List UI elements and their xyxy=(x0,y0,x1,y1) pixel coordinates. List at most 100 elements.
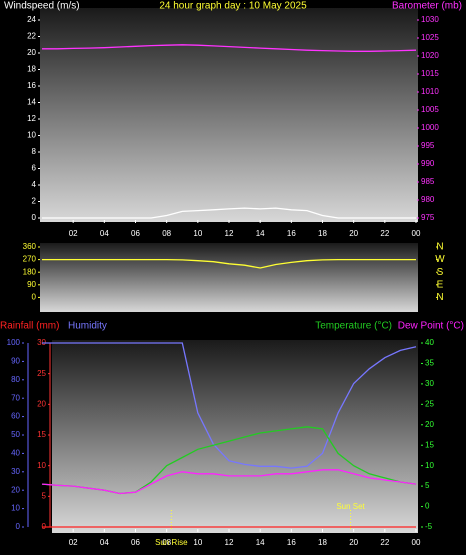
y-tick-label: 16 xyxy=(27,81,36,90)
plot-background xyxy=(52,340,418,533)
y2-tick-label: 1000 xyxy=(421,123,439,132)
y-tick-label: 0 xyxy=(16,522,21,531)
x-tick-label: 18 xyxy=(318,538,327,547)
y-tick-label: 60 xyxy=(11,412,20,421)
y2-tick-label: 995 xyxy=(421,141,435,150)
x-tick-label: 00 xyxy=(412,538,421,547)
y-tick-label: 22 xyxy=(27,32,36,41)
legend-label: Dew Point (°C) xyxy=(398,321,464,332)
y-tick-label: 4 xyxy=(32,180,37,189)
x-tick-label: 06 xyxy=(131,538,140,547)
y-tick-label: 12 xyxy=(27,114,36,123)
annotation: Sun Set xyxy=(336,502,365,511)
y-tick-label: 80 xyxy=(11,375,20,384)
y2-tick-label: 40 xyxy=(425,338,434,347)
y-tick-label: 100 xyxy=(7,338,21,347)
y3-tick-label: 15 xyxy=(37,430,46,439)
y3-tick-label: 25 xyxy=(37,369,46,378)
x-tick-label: 16 xyxy=(287,229,296,238)
x-tick-label: 22 xyxy=(380,538,389,547)
y-tick-label: 20 xyxy=(11,485,20,494)
y2-tick-label: 5 xyxy=(425,481,430,490)
y-tick-label: 0 xyxy=(32,293,37,302)
plot-background xyxy=(40,8,418,222)
y-tick-label: 18 xyxy=(27,65,36,74)
y2-tick-label: 25 xyxy=(425,399,434,408)
y2-tick-label: 1030 xyxy=(421,15,439,24)
x-tick-label: 00 xyxy=(412,229,421,238)
x-tick-label: 14 xyxy=(256,538,265,547)
x-tick-label: 08 xyxy=(162,229,171,238)
series-line xyxy=(41,469,417,495)
y2-tick-label: 15 xyxy=(425,440,434,449)
y2-tick-label: 975 xyxy=(421,213,435,222)
plot-background xyxy=(40,243,418,312)
x-tick-label: 20 xyxy=(349,538,358,547)
y2-tick-label: 20 xyxy=(425,420,434,429)
x-tick-label: 16 xyxy=(287,538,296,547)
y2-tick-label: 35 xyxy=(425,359,434,368)
y2-tick-label: 1010 xyxy=(421,87,439,96)
x-tick-label: 08 xyxy=(162,538,171,547)
x-tick-label: 10 xyxy=(193,229,202,238)
series-line xyxy=(42,207,416,219)
x-tick-label: 02 xyxy=(69,538,78,547)
y-tick-label: 40 xyxy=(11,449,20,458)
y2-tick-label: 985 xyxy=(421,177,435,186)
y2-tick-label: -5 xyxy=(425,522,433,531)
x-tick-label: 12 xyxy=(225,229,234,238)
y-tick-label: 90 xyxy=(27,280,36,289)
series-line xyxy=(42,44,417,52)
y-tick-label: 10 xyxy=(27,131,36,140)
y-tick-label: 360 xyxy=(23,242,37,251)
y-tick-label: 10 xyxy=(11,504,20,513)
x-tick-label: 14 xyxy=(256,229,265,238)
y-tick-label: 6 xyxy=(32,164,37,173)
series-line xyxy=(42,258,416,269)
legend-label: Windspeed (m/s) xyxy=(4,1,80,12)
y-tick-label: 90 xyxy=(11,357,20,366)
y-tick-label: 30 xyxy=(11,467,20,476)
y-tick-label: 14 xyxy=(27,98,36,107)
y2-tick-label: 1015 xyxy=(421,69,439,78)
x-tick-label: 18 xyxy=(318,229,327,238)
x-tick-label: 02 xyxy=(69,229,78,238)
y3-tick-label: 5 xyxy=(42,491,47,500)
y-tick-label: 180 xyxy=(23,267,37,276)
chart-title: 24 hour graph day : 10 May 2025 xyxy=(159,1,307,12)
y2-tick-label: 30 xyxy=(425,379,434,388)
y3-tick-label: 30 xyxy=(37,338,46,347)
y-tick-label: 70 xyxy=(11,393,20,402)
x-tick-label: 12 xyxy=(225,538,234,547)
y-tick-label: 20 xyxy=(27,48,36,57)
legend-label: Humidity xyxy=(68,321,107,332)
y3-tick-label: 10 xyxy=(37,461,46,470)
y2-tick-label: 1020 xyxy=(421,51,439,60)
y2-tick-label: S xyxy=(437,267,444,278)
legend-label: Rainfall (mm) xyxy=(0,321,59,332)
y2-tick-label: 10 xyxy=(425,461,434,470)
y-tick-label: 0 xyxy=(32,213,37,222)
x-tick-label: 20 xyxy=(349,229,358,238)
x-tick-label: 10 xyxy=(193,538,202,547)
y2-tick-label: 1005 xyxy=(421,105,439,114)
x-tick-label: 04 xyxy=(100,538,109,547)
y2-tick-label: W xyxy=(435,254,445,265)
x-tick-label: 06 xyxy=(131,229,140,238)
x-tick-label: 22 xyxy=(380,229,389,238)
legend-label: Barometer (mb) xyxy=(392,1,462,12)
y-tick-label: 270 xyxy=(23,255,37,264)
y2-tick-label: 980 xyxy=(421,195,435,204)
y2-tick-label: 1025 xyxy=(421,33,439,42)
y2-tick-label: 0 xyxy=(425,502,430,511)
y-tick-label: 24 xyxy=(27,15,36,24)
y2-tick-label: N xyxy=(436,242,443,253)
x-tick-label: 04 xyxy=(100,229,109,238)
y3-tick-label: 20 xyxy=(37,399,46,408)
y-tick-label: 8 xyxy=(32,147,37,156)
annotation: Sun Rise xyxy=(155,538,188,547)
y-tick-label: 50 xyxy=(11,430,20,439)
y2-tick-label: N xyxy=(436,292,443,303)
